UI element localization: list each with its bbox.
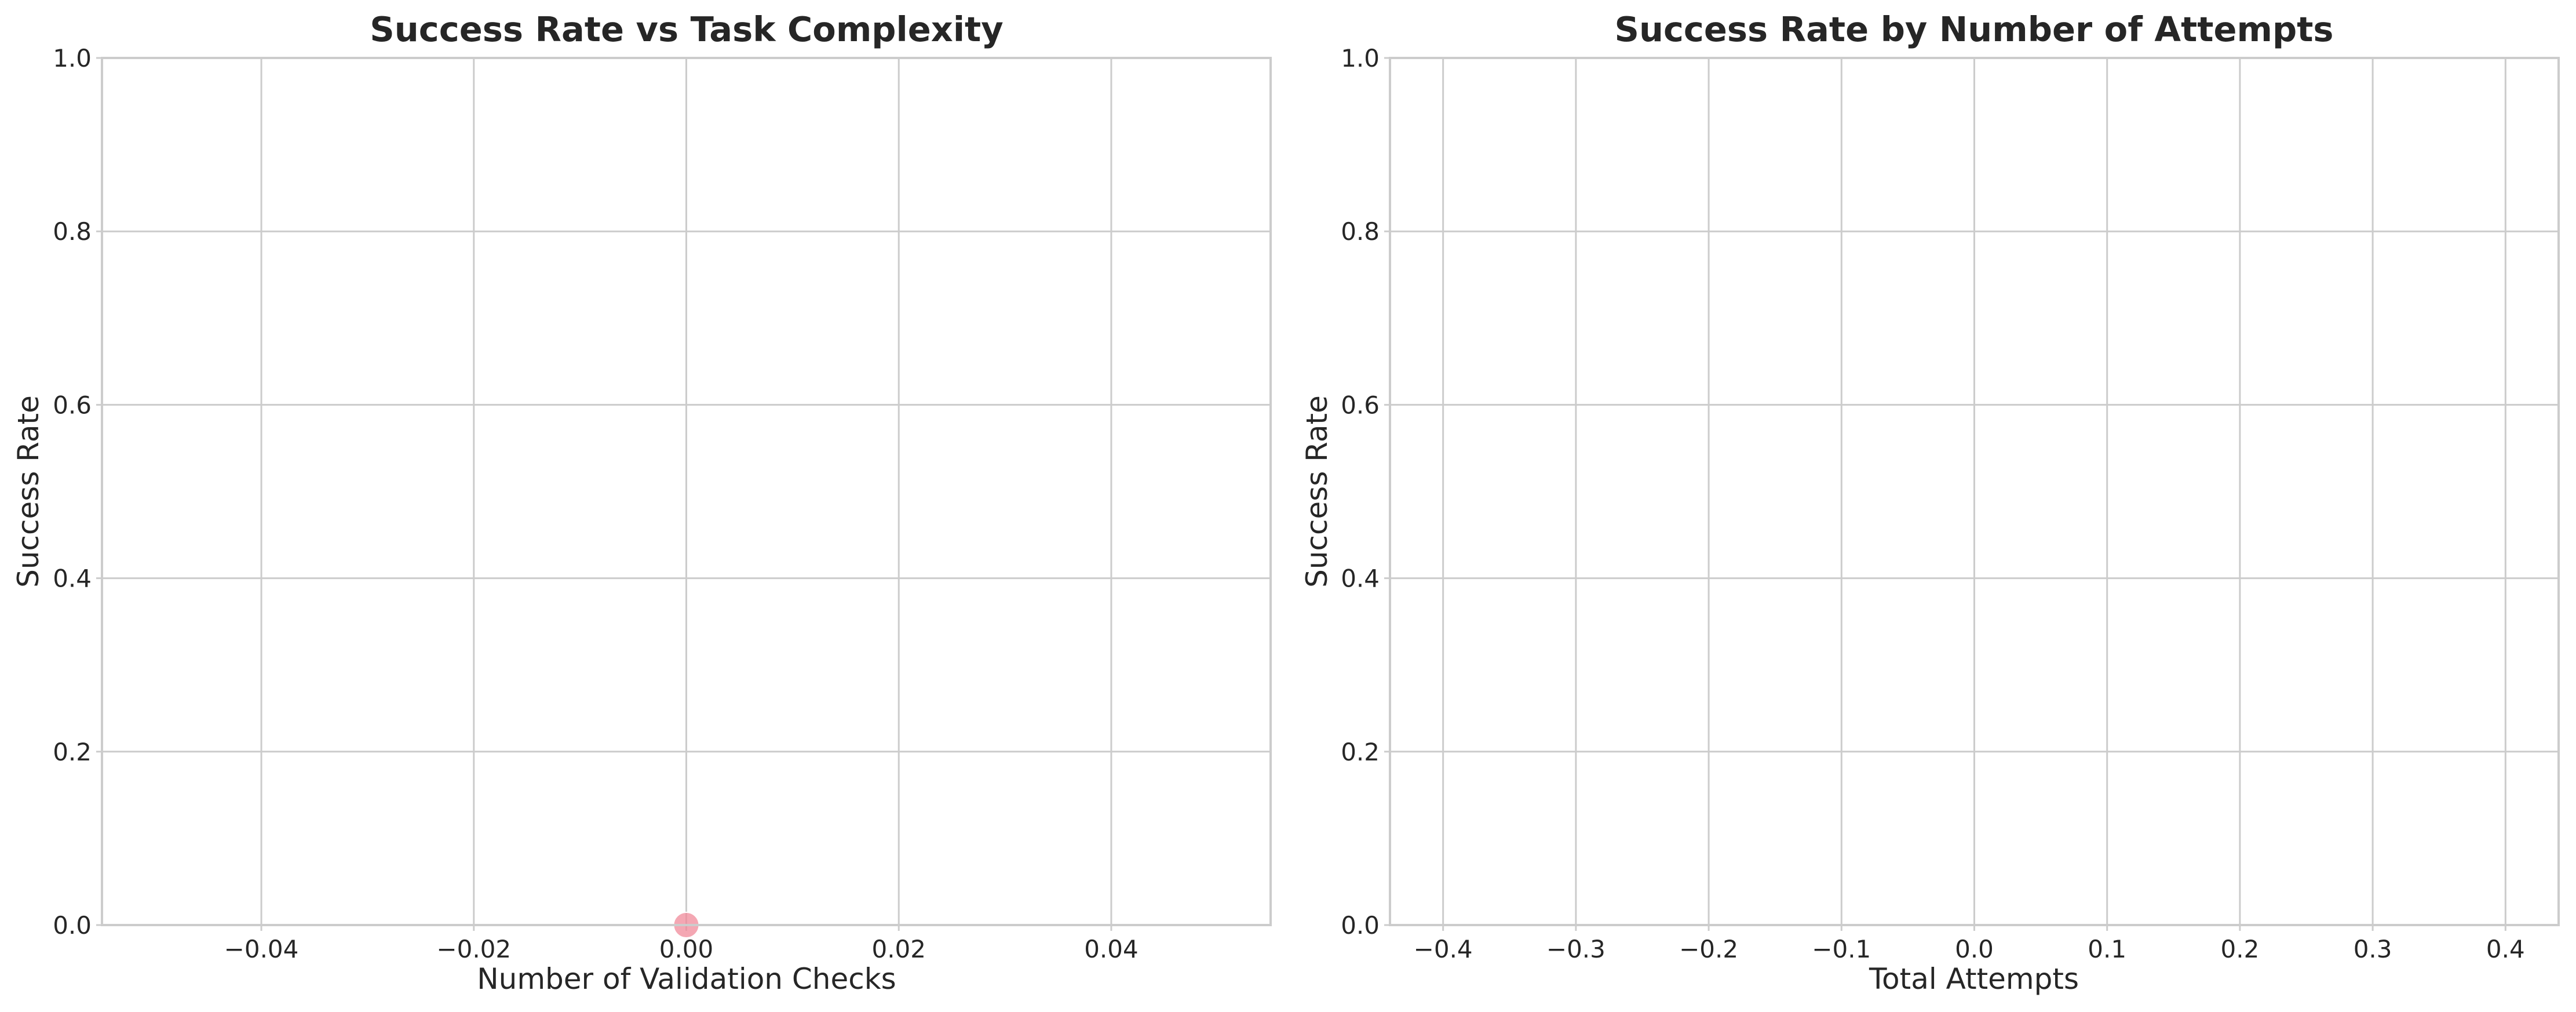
right-chart-x-tick-label: 0.1	[2088, 935, 2126, 963]
left-chart-x-tick-label: 0.00	[659, 935, 714, 963]
left-chart-frame	[101, 57, 1272, 926]
left-chart-x-tick-label: −0.02	[436, 935, 511, 963]
left-chart-y-axis-label: Success Rate	[12, 395, 45, 588]
right-chart-x-tick-label: 0.0	[1955, 935, 1994, 963]
right-chart-y-tick-label: 0.8	[1341, 217, 1380, 246]
left-chart-x-tick-label: 0.02	[871, 935, 926, 963]
right-chart-x-tick-label: −0.3	[1546, 935, 1606, 963]
left-chart-y-tick-label: 0.0	[53, 911, 92, 940]
right-chart-y-tick-label: 0.0	[1341, 911, 1380, 940]
right-chart-x-tick-label: 0.3	[2354, 935, 2392, 963]
right-chart-x-tick-label: −0.4	[1414, 935, 1473, 963]
left-chart-ticks: −0.04 −0.02 0.00 0.02 0.04 0.0 0.2 0.4 0.6 0.8 1.0	[53, 44, 1139, 963]
right-chart-x-tick-label: 0.2	[2221, 935, 2260, 963]
right-chart-x-axis-label: Total Attempts	[1869, 962, 2079, 996]
left-chart-y-tick-label: 1.0	[53, 44, 92, 72]
right-chart-y-tick-label: 0.2	[1341, 738, 1380, 766]
left-chart-panel: Success Rate vs Task Complexity Number o…	[12, 9, 1272, 996]
left-chart-y-tick-label: 0.2	[53, 738, 92, 766]
right-chart-y-tick-label: 1.0	[1341, 44, 1380, 72]
right-chart-y-tick-label: 0.4	[1341, 565, 1380, 593]
left-chart-title: Success Rate vs Task Complexity	[370, 9, 1003, 49]
left-chart-x-tick-label: 0.04	[1084, 935, 1139, 963]
right-chart-x-tick-label: −0.1	[1812, 935, 1871, 963]
left-chart-x-axis-label: Number of Validation Checks	[477, 962, 896, 996]
left-chart-x-tick-label: −0.04	[224, 935, 299, 963]
left-chart-gridlines	[102, 57, 1271, 926]
left-chart-y-tick-label: 0.4	[53, 565, 92, 593]
right-chart-y-axis-label: Success Rate	[1300, 395, 1334, 588]
right-chart-gridlines	[1390, 57, 2559, 926]
right-chart-title: Success Rate by Number of Attempts	[1614, 9, 2333, 49]
right-chart-ticks: −0.4 −0.3 −0.2 −0.1 0.0 0.1 0.2 0.3 0.4 0.0 0.2 0.4…	[1341, 44, 2525, 963]
right-chart-x-tick-label: 0.4	[2486, 935, 2525, 963]
right-chart-y-tick-label: 0.6	[1341, 391, 1380, 419]
right-chart-x-tick-label: −0.2	[1679, 935, 1738, 963]
right-chart-panel: Success Rate by Number of Attempts Total…	[1300, 9, 2560, 996]
left-chart-y-tick-label: 0.6	[53, 391, 92, 419]
right-chart-frame	[1389, 57, 2560, 926]
left-chart-y-tick-label: 0.8	[53, 217, 92, 246]
